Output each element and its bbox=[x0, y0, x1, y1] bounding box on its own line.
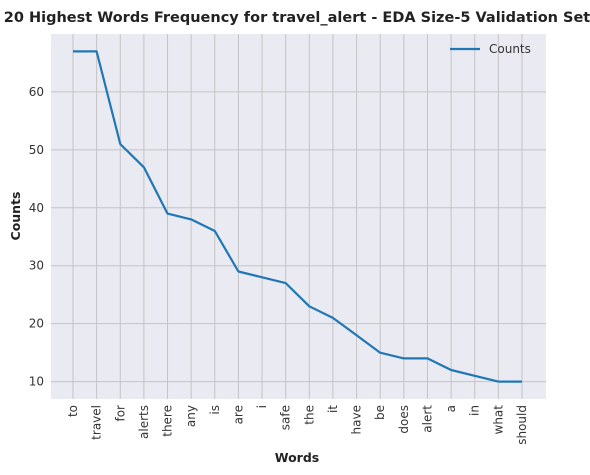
y-axis-ticks: 10 20 30 40 50 60 bbox=[29, 85, 44, 389]
x-tick-label: alerts bbox=[137, 405, 151, 439]
legend-label-counts: Counts bbox=[489, 42, 531, 56]
x-tick-label: be bbox=[373, 405, 387, 420]
series-line-counts bbox=[73, 50, 522, 383]
x-tick-label: the bbox=[302, 405, 316, 425]
x-tick-label: is bbox=[208, 405, 222, 415]
y-tick-label: 10 bbox=[29, 375, 44, 389]
x-tick-label: does bbox=[397, 405, 411, 434]
y-tick-label: 20 bbox=[29, 317, 44, 331]
x-tick-label: any bbox=[184, 405, 198, 427]
x-tick-label: for bbox=[113, 405, 127, 422]
x-tick-label: a bbox=[444, 405, 458, 412]
x-tick-label: should bbox=[515, 405, 529, 445]
y-axis-label: Counts bbox=[8, 192, 23, 241]
x-tick-label: alert bbox=[420, 405, 434, 433]
y-tick-label: 50 bbox=[29, 143, 44, 157]
x-tick-label: what bbox=[491, 405, 505, 435]
y-tick-label: 30 bbox=[29, 259, 44, 273]
chart-title: 20 Highest Words Frequency for travel_al… bbox=[4, 10, 590, 26]
x-tick-label: to bbox=[66, 405, 80, 417]
x-tick-label: are bbox=[231, 405, 245, 424]
x-tick-label: it bbox=[326, 405, 340, 413]
x-tick-label: there bbox=[161, 405, 175, 437]
x-tick-label: safe bbox=[279, 405, 293, 430]
x-axis-label: Words bbox=[275, 450, 319, 465]
x-tick-label: in bbox=[468, 405, 482, 416]
y-tick-label: 40 bbox=[29, 201, 44, 215]
x-tick-label: travel bbox=[90, 405, 104, 440]
grid bbox=[51, 34, 546, 399]
plot-area bbox=[51, 34, 546, 399]
x-axis-ticks: to travel for alerts there any is are i safe the it… bbox=[66, 405, 529, 445]
legend: Counts bbox=[450, 42, 531, 56]
x-tick-label: have bbox=[350, 405, 364, 434]
y-tick-label: 60 bbox=[29, 85, 44, 99]
x-tick-label: i bbox=[255, 405, 269, 408]
